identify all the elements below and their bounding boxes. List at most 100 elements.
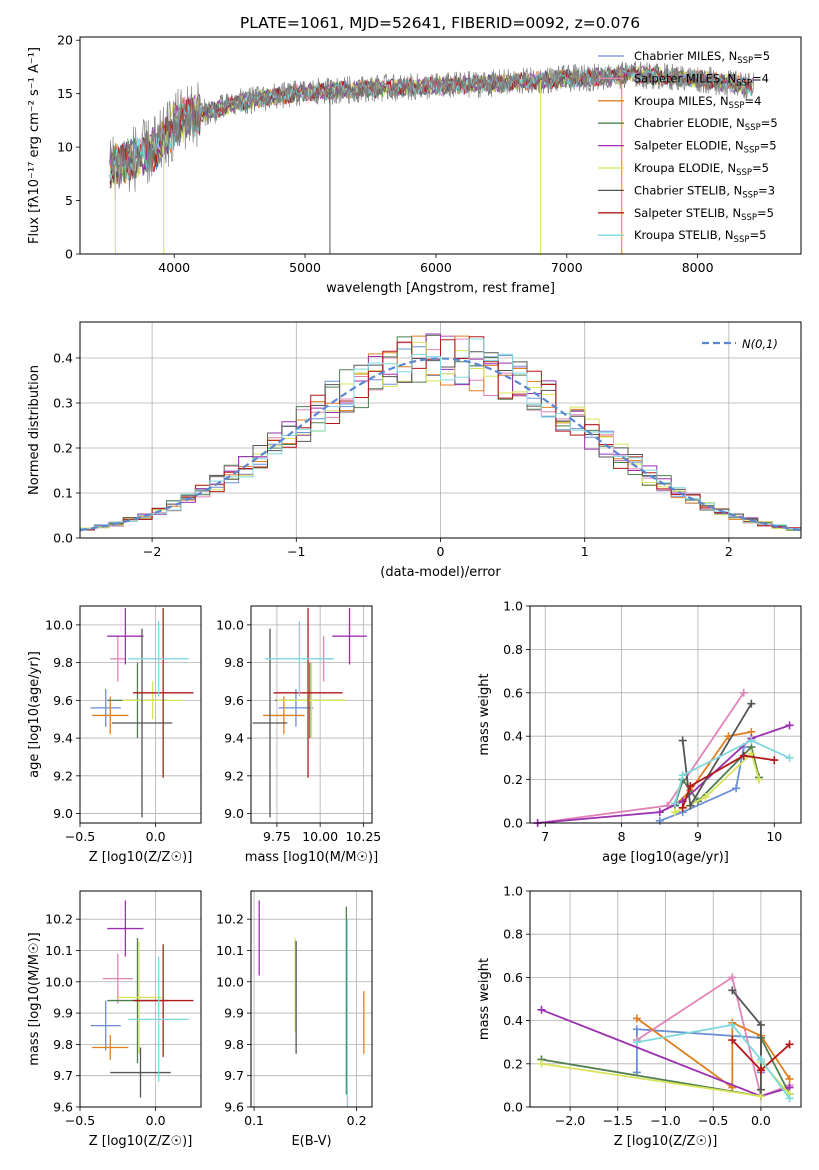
y-tick-label: 0.1 bbox=[53, 486, 73, 501]
y-tick-label: 0.6 bbox=[503, 970, 523, 985]
histogram-panel: −2 −1 0 1 2 0.0 0.1 0.2 0.3 0.4 (data-model)/error… bbox=[27, 321, 802, 580]
spectrum-panel: 4000 5000 6000 7000 8000 0 5 10 15 20 wavelength [… bbox=[27, 33, 802, 296]
y-axis-label: mass [log10(M/M☉)] bbox=[27, 932, 42, 1065]
age-vs-mass-panel: 9.75 10.00 10.25 9.0 9.2 9.4 9.6 9.8 10.0 mass [l… bbox=[216, 605, 381, 865]
legend-label: Chabrier MILES, NSSP=5 bbox=[634, 49, 770, 66]
y-tick-label: 0.4 bbox=[503, 1013, 523, 1028]
x-tick-label: 1 bbox=[581, 544, 589, 559]
x-tick-label: −0.5 bbox=[698, 1113, 728, 1128]
mass-weight-marker bbox=[655, 808, 664, 817]
y-tick-label: 9.8 bbox=[53, 1037, 73, 1052]
x-axis-label: mass [log10(M/M☉)] bbox=[245, 850, 378, 865]
mass-weight-marker bbox=[785, 1074, 794, 1083]
legend-value: =5 bbox=[760, 139, 777, 153]
mass-weight-marker bbox=[747, 736, 756, 745]
y-tick-label: 10.0 bbox=[216, 974, 244, 989]
mass-weight-marker bbox=[678, 736, 687, 745]
y-tick-label: 10.0 bbox=[45, 974, 73, 989]
y-tick-label: 0.0 bbox=[53, 531, 73, 546]
x-tick-label: 9.75 bbox=[263, 829, 291, 844]
x-tick-label: −0.5 bbox=[65, 829, 95, 844]
figure-title: PLATE=1061, MJD=52641, FIBERID=0092, z=0… bbox=[240, 14, 640, 32]
mass-weight-marker bbox=[686, 782, 695, 791]
legend-subscript: SSP bbox=[744, 146, 760, 156]
x-tick-label: −1 bbox=[287, 544, 305, 559]
y-tick-label: 9.7 bbox=[224, 1068, 244, 1083]
y-tick-label: 9.9 bbox=[224, 1006, 244, 1021]
x-tick-label: 0.1 bbox=[244, 1113, 264, 1128]
y-axis-label: Flux [fλ10⁻¹⁷ erg cm⁻² s⁻¹ A⁻¹] bbox=[27, 47, 42, 244]
mass-weight-marker bbox=[632, 1025, 641, 1034]
errorbar-points bbox=[90, 900, 194, 1098]
mass-weight-marker bbox=[728, 1020, 737, 1029]
y-tick-label: 20 bbox=[57, 33, 73, 48]
y-tick-label: 9.6 bbox=[224, 1100, 244, 1115]
x-tick-label: 0.0 bbox=[146, 1113, 166, 1128]
observed-spectrum-line bbox=[109, 61, 755, 200]
mass-weight-series-line bbox=[636, 975, 790, 1098]
y-tick-label: 9.2 bbox=[53, 768, 73, 783]
y-tick-label: 10.0 bbox=[216, 617, 244, 632]
y-tick-label: 1.0 bbox=[503, 599, 523, 614]
mass-weight-marker bbox=[785, 753, 794, 762]
mass-weight-vs-age-panel: 7 8 9 10 0.0 0.2 0.4 0.6 0.8 1.0 age [log10(age/yr… bbox=[477, 599, 802, 865]
mass-vs-ebv-panel: 0.1 0.2 9.6 9.7 9.8 9.9 10.0 10.1 10.2 E(B-V) bbox=[216, 890, 373, 1149]
mass-weight-marker bbox=[770, 756, 779, 765]
x-tick-label: −2.0 bbox=[555, 1113, 585, 1128]
y-tick-label: 0.3 bbox=[53, 396, 73, 411]
axes-frame bbox=[529, 605, 802, 824]
legend-label: Salpeter ELODIE, NSSP=5 bbox=[634, 139, 777, 156]
mass-weight-marker bbox=[632, 1038, 641, 1047]
mass-weight-marker bbox=[785, 1040, 794, 1049]
mass-weight-marker bbox=[537, 1005, 546, 1014]
legend-value: =4 bbox=[752, 71, 769, 85]
y-tick-label: 9.2 bbox=[224, 768, 244, 783]
legend-label: Kroupa ELODIE, NSSP=5 bbox=[634, 161, 769, 178]
legend-subscript: SSP bbox=[742, 190, 758, 200]
mass-weight-marker bbox=[785, 1094, 794, 1103]
y-tick-label: 0.4 bbox=[503, 729, 523, 744]
y-tick-label: 9.8 bbox=[53, 655, 73, 670]
y-tick-label: 9.6 bbox=[53, 693, 73, 708]
axes-frame bbox=[250, 890, 373, 1108]
axes-frame bbox=[79, 890, 202, 1108]
y-tick-label: 9.0 bbox=[53, 806, 73, 821]
y-axis-label: mass weight bbox=[477, 958, 492, 1040]
x-axis-label: Z [log10(Z/Z☉)] bbox=[614, 1134, 718, 1149]
x-tick-label: 7000 bbox=[551, 260, 583, 275]
y-tick-label: 0.8 bbox=[503, 927, 523, 942]
x-tick-label: 0 bbox=[437, 544, 445, 559]
errorbar-points bbox=[252, 607, 367, 818]
model-residual-histogram bbox=[80, 336, 801, 531]
y-tick-label: 9.4 bbox=[224, 731, 244, 746]
y-tick-label: 0.0 bbox=[503, 1100, 523, 1115]
x-tick-label: 7 bbox=[541, 829, 549, 844]
gaussian-curve bbox=[79, 357, 802, 532]
mass-weight-marker bbox=[732, 784, 741, 793]
mass-weight-series-line bbox=[674, 739, 790, 804]
x-tick-label: 2 bbox=[725, 544, 733, 559]
x-tick-label: 4000 bbox=[158, 260, 190, 275]
x-tick-label: 6000 bbox=[420, 260, 452, 275]
mass-weight-marker bbox=[632, 1014, 641, 1023]
legend-subscript: SSP bbox=[736, 168, 752, 178]
legend-subscript: SSP bbox=[741, 213, 757, 223]
x-axis-label: (data-model)/error bbox=[380, 565, 501, 580]
mass-weight-marker bbox=[671, 799, 680, 808]
legend-subscript: SSP bbox=[745, 123, 761, 133]
mass-weight-series-line bbox=[659, 746, 745, 822]
x-tick-label: 0.2 bbox=[347, 1113, 367, 1128]
mass-weight-marker bbox=[671, 808, 680, 817]
y-tick-label: 1.0 bbox=[503, 884, 523, 899]
y-tick-label: 10.1 bbox=[45, 943, 73, 958]
mass-weight-series-line bbox=[681, 754, 775, 809]
y-tick-label: 0.0 bbox=[503, 816, 523, 831]
y-tick-label: 5 bbox=[65, 193, 73, 208]
legend-value: =5 bbox=[752, 161, 769, 175]
mass-weight-marker bbox=[756, 1020, 765, 1029]
legend-label: Salpeter STELIB, NSSP=5 bbox=[634, 206, 774, 223]
legend-value: =5 bbox=[753, 49, 770, 63]
y-tick-label: 9.6 bbox=[53, 1100, 73, 1115]
mass-weight-marker bbox=[728, 1036, 737, 1045]
